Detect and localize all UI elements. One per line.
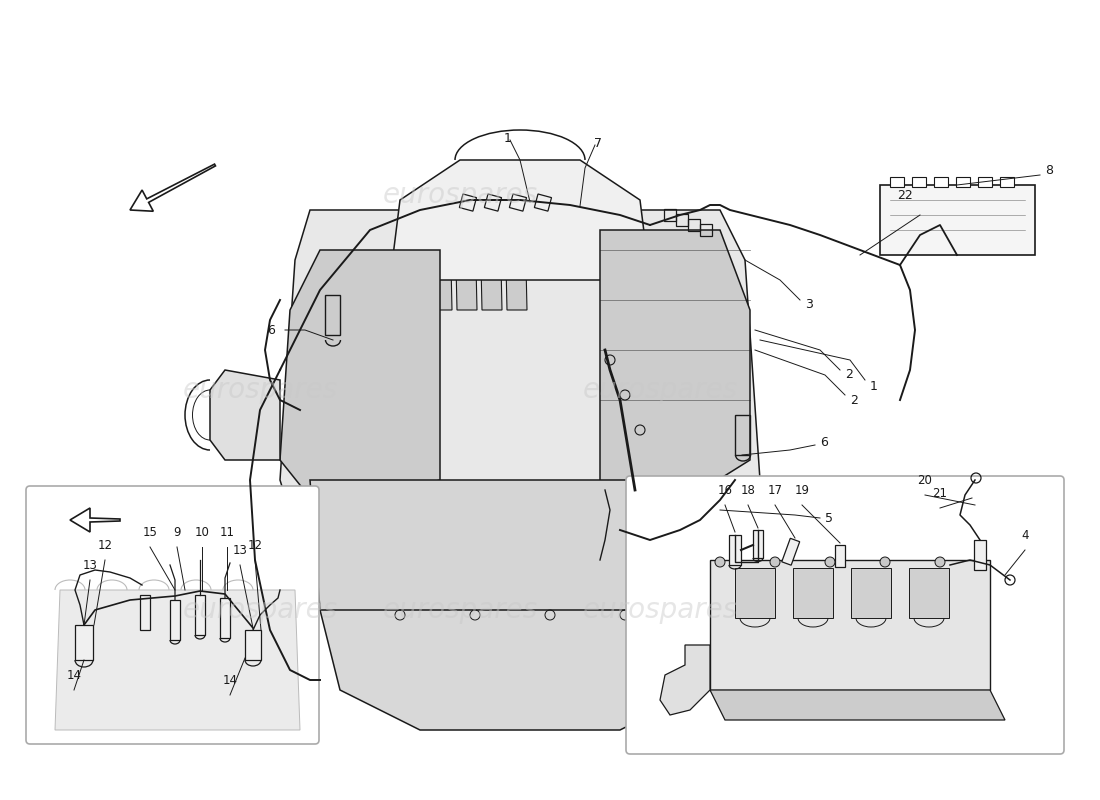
Text: eurospares: eurospares (582, 596, 738, 624)
Text: 2: 2 (845, 369, 853, 382)
Text: 6: 6 (267, 323, 275, 337)
Bar (912, 177, 926, 187)
Bar (735, 568, 776, 618)
Bar (974, 540, 986, 570)
Text: eurospares: eurospares (183, 596, 338, 624)
Circle shape (770, 557, 780, 567)
Text: eurospares: eurospares (383, 596, 538, 624)
Text: 12: 12 (98, 539, 112, 552)
Bar (664, 209, 676, 221)
Bar (676, 214, 688, 226)
Text: 16: 16 (717, 484, 733, 497)
Bar (220, 598, 230, 638)
Text: 9: 9 (174, 526, 180, 539)
Text: 21: 21 (933, 487, 947, 500)
Circle shape (825, 557, 835, 567)
Bar (324, 295, 340, 335)
Circle shape (935, 557, 945, 567)
Bar (140, 595, 150, 630)
Text: 3: 3 (805, 298, 813, 311)
Bar (909, 568, 949, 618)
Polygon shape (640, 510, 780, 690)
Text: 10: 10 (195, 526, 209, 539)
Text: 14: 14 (222, 674, 238, 687)
Bar (754, 530, 763, 558)
Text: 22: 22 (898, 189, 913, 202)
Bar (880, 185, 1035, 255)
Bar (782, 538, 800, 566)
Bar (460, 194, 476, 211)
Bar (509, 194, 527, 211)
Text: 7: 7 (594, 137, 602, 150)
Polygon shape (710, 690, 1005, 720)
Bar (1000, 177, 1014, 187)
Text: 11: 11 (220, 526, 234, 539)
Polygon shape (320, 610, 720, 730)
Text: 15: 15 (143, 526, 157, 539)
Text: eurospares: eurospares (183, 376, 338, 404)
Text: 20: 20 (917, 474, 933, 487)
Text: 17: 17 (768, 484, 782, 497)
Bar (851, 568, 891, 618)
Polygon shape (70, 508, 120, 532)
Bar (890, 177, 904, 187)
Text: 12: 12 (248, 539, 263, 552)
Text: 5: 5 (825, 511, 833, 525)
Bar (484, 194, 502, 211)
Text: 13: 13 (82, 559, 98, 572)
Bar (793, 568, 833, 618)
FancyBboxPatch shape (626, 476, 1064, 754)
Bar (710, 560, 990, 690)
Polygon shape (280, 250, 440, 510)
Bar (735, 415, 750, 455)
FancyBboxPatch shape (26, 486, 319, 744)
Polygon shape (600, 230, 750, 510)
Polygon shape (480, 220, 502, 310)
Text: 6: 6 (820, 435, 828, 449)
Text: eurospares: eurospares (383, 181, 538, 209)
Polygon shape (210, 370, 280, 460)
Circle shape (715, 557, 725, 567)
Bar (729, 535, 741, 565)
Text: 14: 14 (66, 669, 81, 682)
Circle shape (880, 557, 890, 567)
Bar (978, 177, 992, 187)
Text: eurospares: eurospares (582, 376, 738, 404)
Text: 2: 2 (850, 394, 858, 406)
Bar (535, 194, 551, 211)
Bar (688, 219, 700, 231)
Bar (934, 177, 948, 187)
Bar (195, 595, 205, 635)
Bar (245, 630, 261, 660)
Text: 1: 1 (870, 379, 878, 393)
Polygon shape (280, 210, 760, 660)
Bar (700, 224, 712, 236)
Bar (75, 625, 94, 660)
Polygon shape (430, 220, 452, 310)
Polygon shape (505, 220, 527, 310)
Text: 19: 19 (794, 484, 810, 497)
Text: 18: 18 (740, 484, 756, 497)
Bar (835, 545, 845, 567)
Polygon shape (55, 590, 300, 730)
Polygon shape (455, 220, 477, 310)
Text: 13: 13 (232, 544, 248, 557)
Polygon shape (390, 160, 650, 280)
Polygon shape (660, 645, 710, 715)
Bar (170, 600, 180, 640)
Text: 4: 4 (1021, 529, 1028, 542)
Polygon shape (130, 164, 216, 211)
Bar (956, 177, 970, 187)
Text: 8: 8 (1045, 163, 1053, 177)
Polygon shape (310, 480, 740, 660)
Text: 1: 1 (504, 132, 512, 145)
Polygon shape (930, 689, 970, 712)
